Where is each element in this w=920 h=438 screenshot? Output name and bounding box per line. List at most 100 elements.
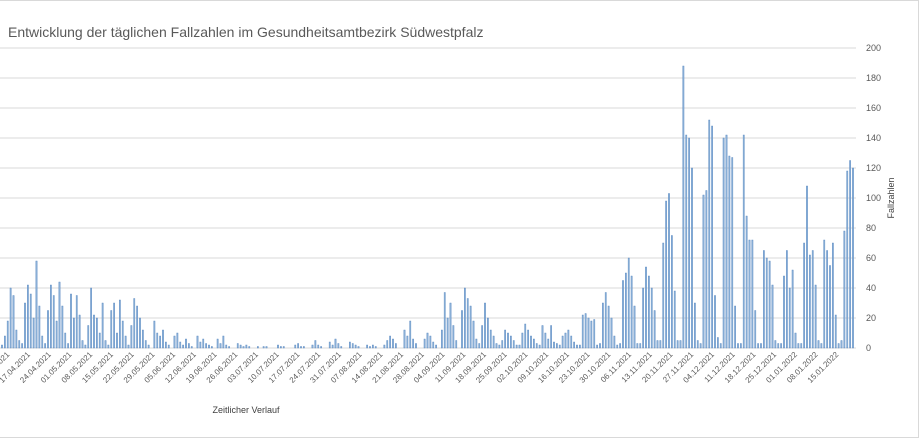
- bar: [29, 293, 32, 349]
- gridlines: [0, 47, 856, 349]
- bar: [98, 332, 101, 349]
- bar: [814, 284, 817, 349]
- bar: [771, 284, 774, 349]
- bar: [27, 284, 29, 349]
- bar: [740, 343, 742, 349]
- bar: [142, 329, 144, 349]
- bar: [12, 295, 15, 349]
- bar: [35, 260, 38, 349]
- bar: [64, 332, 67, 349]
- bar: [337, 343, 340, 349]
- bar: [156, 332, 159, 349]
- bar: [4, 335, 6, 349]
- bar: [202, 338, 205, 349]
- bar: [535, 343, 538, 349]
- bar: [599, 343, 601, 349]
- bar: [754, 310, 757, 349]
- bar: [317, 344, 320, 349]
- bar: [829, 265, 831, 349]
- bar: [662, 242, 665, 349]
- bar: [472, 320, 475, 349]
- bar: [24, 302, 26, 349]
- bar: [768, 260, 771, 349]
- bar: [604, 292, 607, 349]
- bar: [423, 338, 426, 349]
- bar: [579, 344, 581, 349]
- bar: [280, 346, 282, 349]
- y-tick-label: 60: [866, 253, 876, 263]
- bar: [481, 325, 483, 349]
- bar: [374, 346, 377, 349]
- bar: [731, 157, 734, 349]
- bar: [372, 344, 374, 349]
- bar: [817, 340, 820, 349]
- bar: [794, 332, 797, 349]
- bar: [837, 343, 840, 349]
- bar: [282, 346, 285, 349]
- bar: [556, 343, 558, 349]
- y-tick-label: 40: [866, 283, 876, 293]
- bar: [593, 319, 596, 349]
- bar: [461, 310, 463, 349]
- x-axis-title: Zeitlicher Verlauf: [212, 405, 280, 415]
- bar: [239, 344, 242, 349]
- bar: [67, 343, 69, 349]
- bar: [722, 137, 725, 349]
- bar: [840, 340, 843, 349]
- bar: [475, 338, 478, 349]
- bar: [303, 346, 305, 349]
- bar: [602, 302, 604, 349]
- bar: [262, 346, 265, 349]
- bar: [518, 344, 521, 349]
- bar: [464, 287, 466, 349]
- bar: [765, 257, 768, 349]
- bar: [547, 338, 550, 349]
- bar: [173, 335, 176, 349]
- bar: [550, 325, 552, 349]
- bar: [544, 332, 547, 349]
- bar: [52, 295, 55, 349]
- bar: [484, 302, 486, 349]
- bar: [21, 343, 23, 349]
- bar: [487, 317, 489, 349]
- bar: [354, 344, 357, 349]
- bar: [452, 325, 455, 349]
- bar: [558, 344, 561, 349]
- bar: [84, 344, 87, 349]
- bar: [630, 275, 633, 349]
- bar: [277, 344, 279, 349]
- bar: [6, 320, 9, 349]
- bar: [75, 295, 78, 349]
- bar: [90, 287, 92, 349]
- bar: [714, 295, 716, 349]
- bar: [61, 305, 64, 349]
- bar: [257, 346, 259, 349]
- bar: [294, 344, 297, 349]
- bar: [533, 338, 535, 349]
- bar: [541, 325, 544, 349]
- bar: [392, 338, 394, 349]
- bar: [478, 343, 481, 349]
- y-tick-label: 180: [866, 73, 881, 83]
- bar: [349, 341, 351, 349]
- bar: [432, 341, 435, 349]
- bar: [527, 329, 529, 349]
- bar: [47, 310, 49, 349]
- bar: [685, 134, 688, 349]
- bar: [369, 346, 371, 349]
- bar: [524, 323, 527, 349]
- bar: [441, 329, 443, 349]
- bar: [512, 340, 515, 349]
- bar: [351, 343, 354, 349]
- bar: [489, 329, 492, 349]
- bar: [113, 302, 115, 349]
- bar: [607, 305, 610, 349]
- bar: [93, 314, 95, 349]
- bar: [1, 344, 3, 349]
- bar: [73, 317, 75, 349]
- bar: [38, 305, 41, 349]
- bar: [167, 344, 170, 349]
- bar: [791, 269, 794, 349]
- bar: [136, 305, 138, 349]
- bar: [225, 344, 228, 349]
